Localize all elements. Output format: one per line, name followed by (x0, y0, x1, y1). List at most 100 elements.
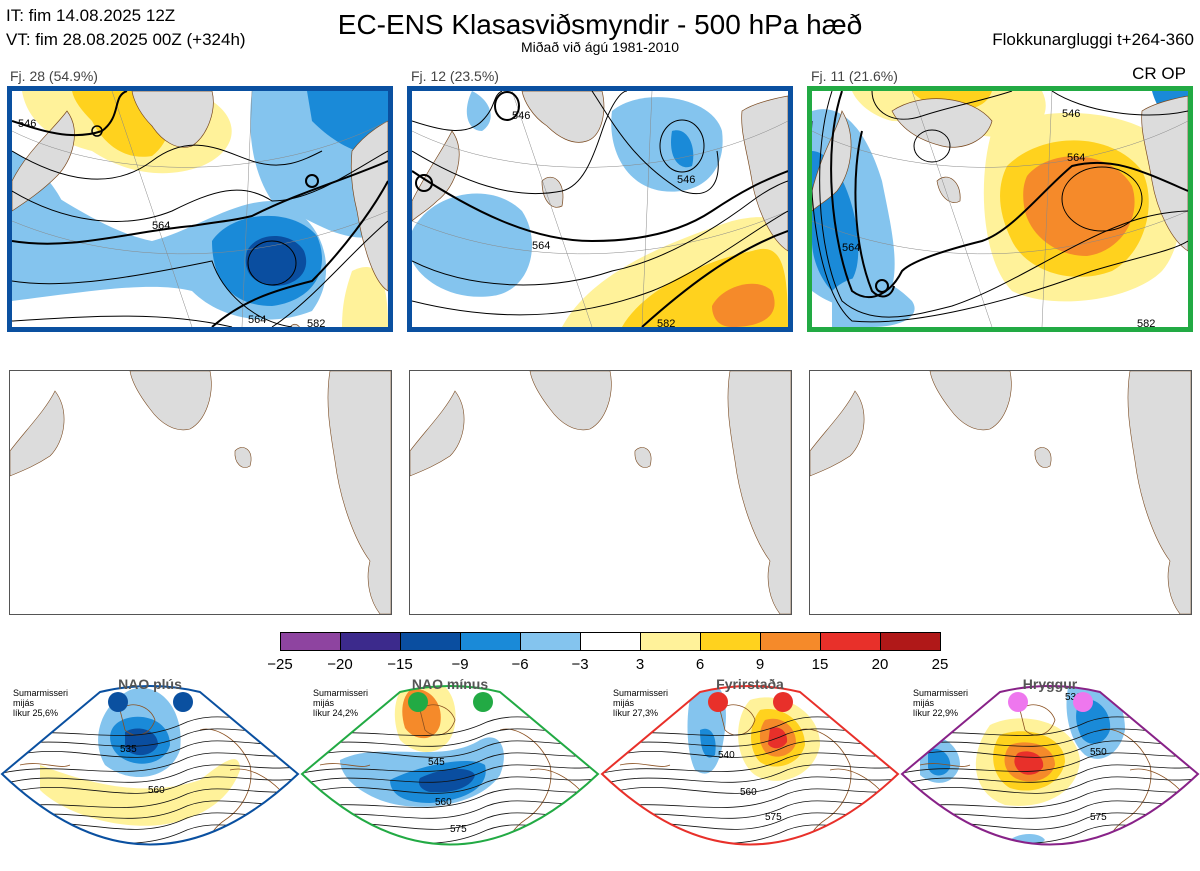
colorbar-tick-label: 20 (871, 656, 889, 673)
colorbar-segment (820, 632, 881, 651)
regime-prob: líkur 22,9% (913, 708, 959, 718)
colorbar-segment (880, 632, 941, 651)
contour-labels: 546 546 564 582 (512, 110, 695, 327)
colorbar-tick-label: −6 (511, 656, 529, 673)
regime-marker-dot (773, 692, 793, 712)
regime-info: Sumarmisseri mijás líkur 25,6% (13, 688, 68, 718)
regime-marker-dot (408, 692, 428, 712)
colorbar-tick-label: 15 (811, 656, 829, 673)
regime-panel[interactable]: 540 560 575 Fyrirstaða Sumarmisseri mijás líku… (600, 670, 900, 871)
regime-contour-label: 560 (148, 785, 165, 796)
contour-labels: 546 564 564 582 (18, 118, 325, 327)
regime-season: Sumarmisseri (613, 688, 669, 698)
regime-contour-label: 545 (428, 757, 445, 768)
graticule (412, 91, 788, 327)
base-map-3[interactable] (809, 370, 1192, 615)
regime-freq: mijás (13, 698, 35, 708)
regime-contour-label: 560 (435, 797, 452, 808)
colorbar-tick-label: −9 (451, 656, 469, 673)
colorbar-tick-label: 6 (695, 656, 705, 673)
regime-prob: líkur 25,6% (13, 708, 59, 718)
contour-label: 582 (307, 318, 325, 327)
regime-fan-map: 540 560 575 (600, 685, 900, 846)
contour-label: 564 (1067, 152, 1085, 164)
contour-label: 546 (18, 118, 36, 130)
regime-marker-dot (1073, 692, 1093, 712)
contour-label: 546 (677, 174, 695, 186)
colorbar-tick-label: −20 (327, 656, 353, 673)
regime-freq: mijás (613, 698, 635, 708)
colorbar-segment (340, 632, 401, 651)
height-contours (812, 91, 1188, 323)
valid-time: VT: fim 28.08.2025 00Z (+324h) (6, 30, 246, 49)
colorbar-segment (520, 632, 581, 651)
regime-name: Fyrirstaða (716, 676, 784, 692)
regime-contour-label: 535 (120, 744, 137, 755)
regime-info: Sumarmisseri mijás líkur 22,9% (913, 688, 968, 718)
regime-marker-dot (473, 692, 493, 712)
base-map-1[interactable] (9, 370, 392, 615)
cluster-1-label: Fj. 28 (54.9%) (10, 68, 98, 84)
cluster-map-3[interactable]: 546 564 564 582 (807, 86, 1193, 332)
regime-season: Sumarmisseri (913, 688, 969, 698)
regime-name: Hryggur (1022, 676, 1078, 692)
regime-freq: mijás (913, 698, 935, 708)
colorbar-tick-label: −25 (267, 656, 293, 673)
regime-info: Sumarmisseri mijás líkur 24,2% (313, 688, 368, 718)
cluster-map-2[interactable]: 546 546 564 582 (407, 86, 793, 332)
colorbar-tick-label: −3 (571, 656, 589, 673)
regime-marker-dot (173, 692, 193, 712)
colorbar-segment (460, 632, 521, 651)
cluster-map-1[interactable]: 546 564 564 582 (7, 86, 393, 332)
classification-window: Flokkunargluggi t+264-360 (992, 30, 1194, 49)
colorbar-segment (640, 632, 701, 651)
regime-contour-label: 575 (1090, 812, 1107, 823)
colorbar-tick-label: 25 (931, 656, 949, 673)
base-map-2[interactable] (409, 370, 792, 615)
regime-season: Sumarmisseri (13, 688, 69, 698)
regime-prob: líkur 24,2% (313, 708, 359, 718)
colorbar-segment (760, 632, 821, 651)
contour-label: 582 (1137, 318, 1155, 327)
contour-label: 564 (532, 240, 550, 252)
contour-label: 582 (657, 318, 675, 327)
base-map-land (10, 371, 391, 614)
cluster-2-label: Fj. 12 (23.5%) (411, 68, 499, 84)
colorbar-tick-label: 9 (755, 656, 765, 673)
contour-label: 564 (842, 242, 860, 254)
regime-panel[interactable]: 545 560 575 NAO mínus Sumarmisseri mijás líkur… (300, 670, 600, 871)
anomaly-fills (812, 91, 1188, 327)
regime-panel[interactable]: 535 560 NAO plús Sumarmisseri mijás líkur 25,… (0, 670, 300, 871)
coastlines (412, 91, 788, 252)
regime-marker-dot (708, 692, 728, 712)
base-map-land (410, 371, 791, 614)
contour-label: 564 (248, 314, 266, 326)
cluster-3-label: Fj. 11 (21.6%) (811, 68, 898, 84)
cr-op-tag: CR OP (1132, 64, 1186, 83)
regime-freq: mijás (313, 698, 335, 708)
page-title: EC-ENS Klasasviðsmyndir - 500 hPa hæð (337, 9, 863, 40)
colorbar-segment (280, 632, 341, 651)
regime-contour-label: 550 (1090, 747, 1107, 758)
regime-marker-dot (108, 692, 128, 712)
page-subtitle: Miðað við ágú 1981-2010 (520, 39, 679, 55)
regime-name: NAO plús (118, 676, 182, 692)
height-contours (412, 91, 788, 327)
colorbar-tick-label: 3 (635, 656, 645, 673)
contour-label: 546 (512, 110, 530, 122)
height-contours (12, 91, 388, 327)
regime-contour-label: 575 (450, 824, 467, 835)
base-map-land (810, 371, 1191, 614)
contour-labels: 546 564 564 582 (842, 108, 1155, 327)
regime-name: NAO mínus (411, 676, 489, 692)
colorbar-segment (700, 632, 761, 651)
regime-panel[interactable]: 530550575HryggurSumarmisserimijáslíkur 2… (900, 670, 1200, 871)
colorbar-tick-label: −15 (387, 656, 413, 673)
regime-contour-label: 540 (718, 750, 735, 761)
contour-label: 564 (152, 220, 170, 232)
coastlines (12, 91, 388, 327)
regime-contour-label: 575 (765, 812, 782, 823)
contour-label: 546 (1062, 108, 1080, 120)
regime-season: Sumarmisseri (313, 688, 369, 698)
regime-info: Sumarmisseri mijás líkur 27,3% (613, 688, 668, 718)
